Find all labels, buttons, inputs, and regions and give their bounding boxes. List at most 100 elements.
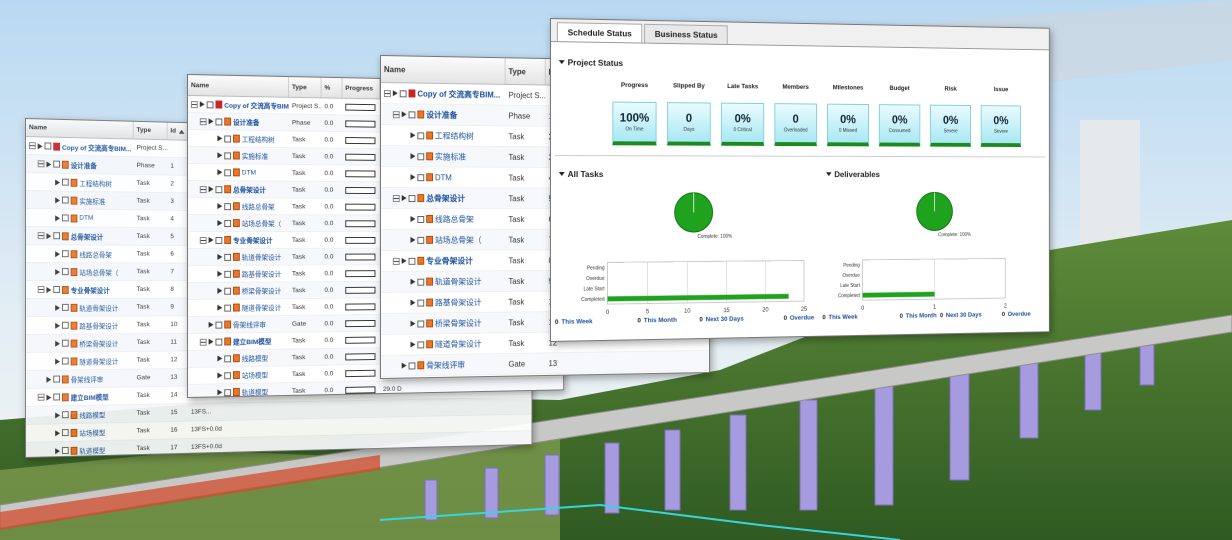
expand-toggle[interactable] — [199, 236, 207, 244]
checkbox[interactable] — [61, 357, 69, 365]
task-name[interactable]: 工程结构树 — [79, 180, 112, 188]
status-tile[interactable]: Late Tasks 0% 0 Critical — [718, 83, 767, 146]
task-name[interactable]: 设计准备 — [233, 119, 260, 128]
column-header[interactable]: Name — [25, 119, 134, 139]
summary-link[interactable]: 0 Overdue — [784, 315, 814, 322]
task-name[interactable]: 轨道骨架设计 — [79, 305, 119, 313]
expand-toggle[interactable] — [37, 286, 45, 293]
task-name[interactable]: 桥梁骨架设计 — [241, 288, 282, 296]
task-name[interactable]: 线路总骨架 — [434, 214, 474, 224]
task-name[interactable]: 实施标准 — [434, 151, 467, 162]
checkbox[interactable] — [408, 194, 416, 202]
checkbox[interactable] — [224, 371, 232, 379]
column-header[interactable]: Id — [167, 122, 189, 140]
checkbox[interactable] — [61, 321, 69, 329]
checkbox[interactable] — [61, 196, 69, 204]
task-name[interactable]: 线路模型 — [241, 355, 269, 364]
checkbox[interactable] — [417, 173, 425, 181]
task-name[interactable]: 桥梁骨架设计 — [79, 340, 119, 349]
task-name[interactable]: 骨架线评审 — [70, 376, 104, 384]
summary-link[interactable]: 0 Overdue — [1002, 311, 1031, 318]
checkbox[interactable] — [215, 338, 223, 346]
checkbox[interactable] — [53, 286, 61, 293]
column-header[interactable]: Name — [380, 56, 506, 84]
checkbox[interactable] — [224, 304, 232, 312]
task-name[interactable]: 专业骨架设计 — [233, 237, 273, 245]
task-name[interactable]: 设计准备 — [426, 110, 458, 120]
task-name[interactable]: 工程结构树 — [241, 136, 275, 145]
status-tile[interactable]: Slipped By 0 Days — [664, 82, 713, 146]
task-name[interactable]: DTM — [241, 168, 257, 177]
task-name[interactable]: 隧道骨架设计 — [434, 339, 482, 349]
checkbox[interactable] — [417, 299, 425, 307]
task-name[interactable]: 轨道骨架设计 — [434, 276, 482, 287]
expand-toggle[interactable] — [383, 89, 391, 97]
checkbox[interactable] — [61, 178, 69, 186]
expand-toggle[interactable] — [392, 110, 400, 118]
tab[interactable]: Business Status — [644, 23, 728, 45]
task-name[interactable]: 站场总骨架（ — [434, 235, 482, 245]
task-name[interactable]: 线路总骨架 — [241, 204, 275, 212]
status-tile[interactable]: Progress 100% On Time — [609, 82, 659, 146]
checkbox[interactable] — [417, 319, 425, 328]
checkbox[interactable] — [224, 287, 232, 295]
checkbox[interactable] — [224, 202, 232, 210]
checkbox[interactable] — [224, 253, 232, 261]
expand-toggle[interactable] — [37, 232, 45, 240]
checkbox[interactable] — [417, 152, 425, 160]
task-name[interactable]: 路基骨架设计 — [434, 297, 482, 307]
summary-link[interactable]: 0 Next 30 Days — [940, 312, 982, 319]
task-name[interactable]: 路基骨架设计 — [79, 322, 119, 331]
task-name[interactable]: 总骨架设计 — [70, 233, 104, 242]
task-name[interactable]: 站场模型 — [241, 372, 269, 380]
checkbox[interactable] — [399, 89, 407, 97]
task-name[interactable]: 专业骨架设计 — [70, 287, 110, 295]
expand-toggle[interactable] — [28, 142, 36, 150]
checkbox[interactable] — [61, 339, 69, 347]
expand-toggle[interactable] — [392, 257, 400, 265]
task-name[interactable]: DTM — [434, 172, 452, 182]
checkbox[interactable] — [224, 151, 232, 159]
task-name[interactable]: 骨架线评审 — [426, 360, 466, 370]
summary-link[interactable]: 0 Next 30 Days — [699, 316, 743, 324]
column-header[interactable]: Name — [187, 75, 290, 97]
task-name[interactable]: 骨架线评审 — [233, 322, 266, 330]
checkbox[interactable] — [408, 257, 416, 265]
expand-toggle[interactable] — [392, 194, 400, 202]
summary-link[interactable]: 0 This Month — [637, 317, 676, 325]
status-tile[interactable]: Members 0 Overloaded — [772, 84, 820, 147]
expand-toggle[interactable] — [199, 185, 207, 193]
task-name[interactable]: 站场总骨架（ — [79, 269, 119, 277]
checkbox[interactable] — [61, 411, 69, 419]
checkbox[interactable] — [215, 236, 223, 244]
task-name[interactable]: DTM — [79, 214, 94, 222]
checkbox[interactable] — [417, 236, 425, 244]
checkbox[interactable] — [417, 215, 425, 223]
checkbox[interactable] — [224, 354, 232, 362]
checkbox[interactable] — [61, 446, 69, 455]
checkbox[interactable] — [53, 375, 61, 383]
checkbox[interactable] — [61, 214, 69, 222]
task-name[interactable]: 线路总骨架 — [79, 251, 112, 259]
task-name[interactable]: 实施标准 — [79, 198, 106, 206]
checkbox[interactable] — [206, 100, 214, 108]
summary-link[interactable]: 0 This Month — [900, 312, 937, 319]
checkbox[interactable] — [224, 134, 232, 143]
task-name[interactable]: 站场总骨架（ — [241, 221, 282, 229]
checkbox[interactable] — [215, 117, 223, 125]
checkbox[interactable] — [53, 160, 61, 168]
checkbox[interactable] — [408, 110, 416, 118]
checkbox[interactable] — [224, 219, 232, 227]
task-name[interactable]: 轨道骨架设计 — [241, 254, 282, 262]
task-name[interactable]: 站场模型 — [79, 429, 106, 438]
summary-link[interactable]: 0 This Week — [822, 314, 857, 321]
task-name[interactable]: Copy of 交流高专BIM... — [417, 89, 501, 100]
checkbox[interactable] — [61, 303, 69, 311]
column-header[interactable]: Progress — [342, 78, 381, 99]
expand-toggle[interactable] — [199, 117, 207, 125]
task-name[interactable]: 隧道骨架设计 — [241, 305, 282, 313]
status-tile[interactable]: Milestones 0% 0 Missed — [824, 84, 871, 147]
checkbox[interactable] — [408, 361, 416, 370]
task-name[interactable]: 线路模型 — [79, 411, 106, 420]
expand-toggle[interactable] — [199, 338, 207, 346]
